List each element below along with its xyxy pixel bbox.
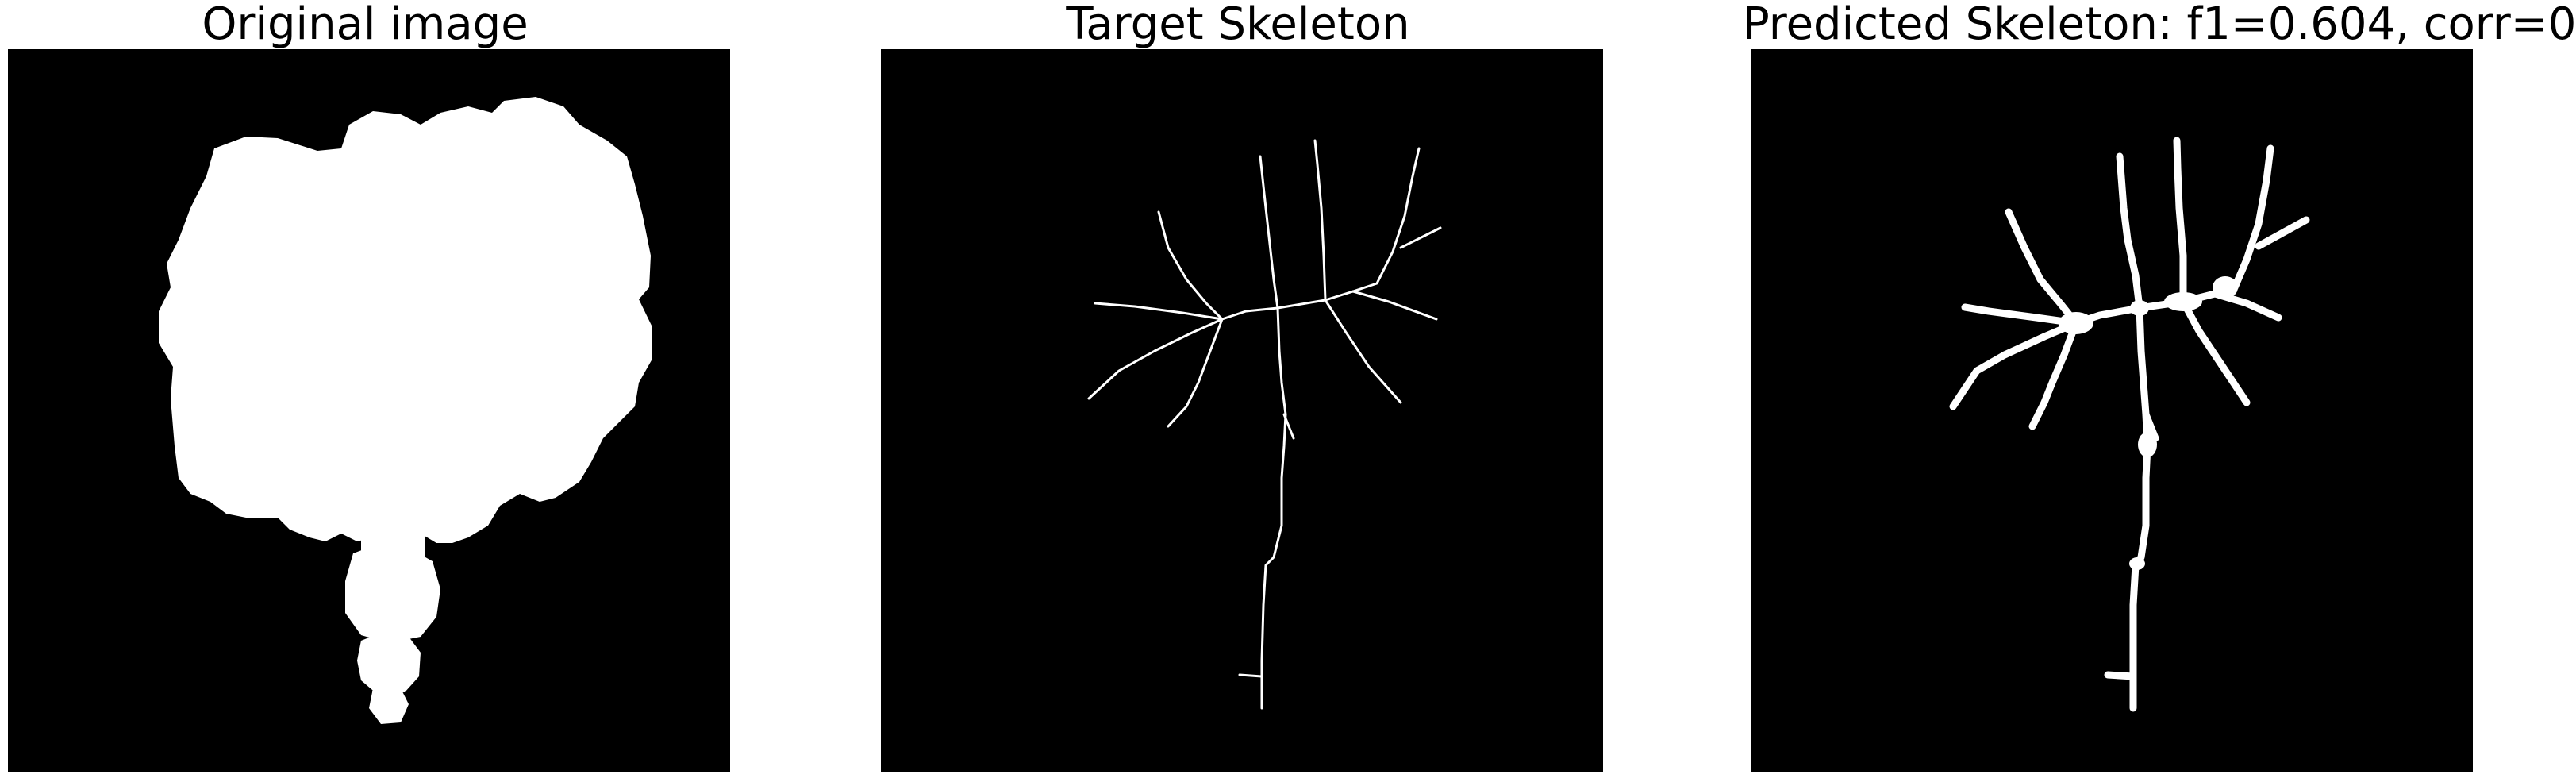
predicted-junction-blobs [2059, 276, 2238, 570]
target-skeleton-canvas [881, 49, 1603, 772]
predicted-skeleton-canvas [1751, 49, 2473, 772]
original-image-canvas [8, 49, 730, 772]
blob-shape [159, 97, 652, 724]
predicted-skeleton-lines [1949, 137, 2310, 712]
panel-predicted-skeleton: Predicted Skeleton: f1=0.604, corr=0.655 [1743, 0, 2576, 782]
panel-title-original: Original image [202, 0, 529, 50]
panel-title-predicted: Predicted Skeleton: f1=0.604, corr=0.655 [1743, 0, 2576, 50]
panel-title-target: Target Skeleton [1066, 0, 1410, 50]
original-blob-svg [8, 49, 730, 772]
target-skeleton-lines [1087, 139, 1442, 710]
target-skeleton-svg [881, 49, 1603, 772]
predicted-skeleton-svg [1751, 49, 2473, 772]
panel-original-image: Original image [0, 0, 730, 782]
panel-target-skeleton: Target Skeleton [873, 0, 1603, 782]
